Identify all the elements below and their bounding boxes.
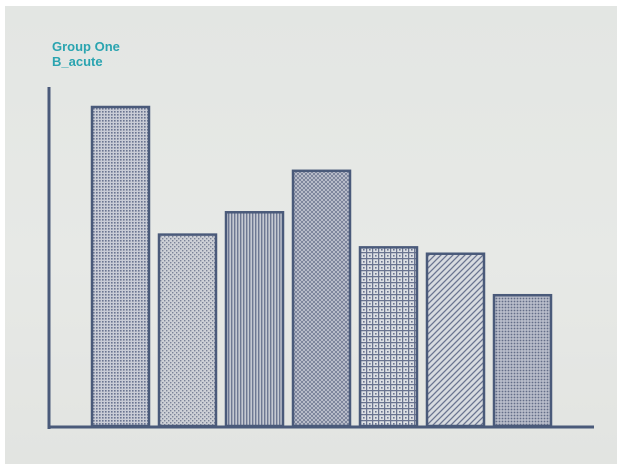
bar-4 xyxy=(293,171,350,426)
bar-1 xyxy=(92,107,149,426)
bar-3 xyxy=(226,212,283,426)
bar-2 xyxy=(159,235,216,426)
bar-6 xyxy=(427,254,484,426)
bar-5 xyxy=(360,247,417,426)
bar-7 xyxy=(494,295,551,426)
